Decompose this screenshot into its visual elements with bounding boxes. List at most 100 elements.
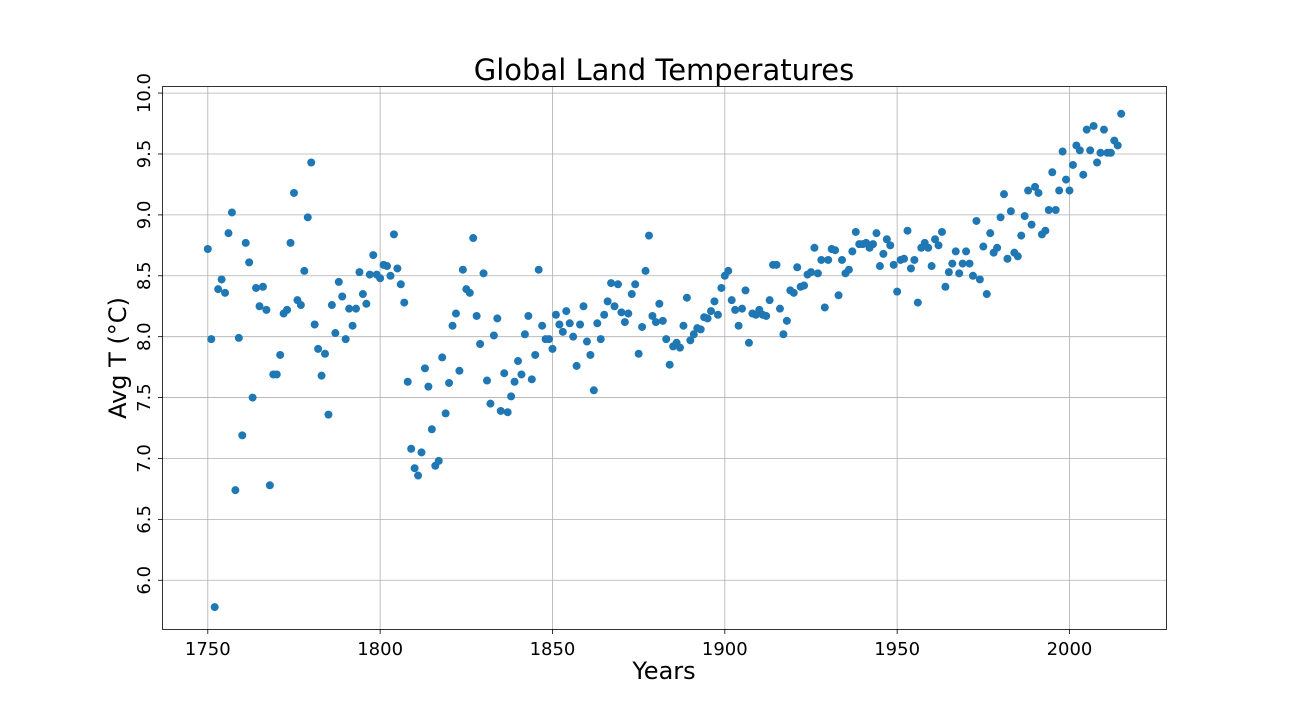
data-point: [924, 243, 933, 252]
data-point: [765, 296, 774, 305]
data-point: [772, 260, 781, 269]
data-point: [582, 337, 591, 346]
y-tick-label: 7.5: [134, 383, 155, 412]
data-point: [913, 298, 922, 307]
data-point: [548, 344, 557, 353]
data-point: [937, 227, 946, 236]
data-point: [362, 299, 371, 308]
data-point: [982, 290, 991, 299]
data-point: [1031, 182, 1040, 191]
data-point: [1099, 125, 1108, 134]
data-point: [224, 229, 233, 238]
data-point: [448, 321, 457, 330]
data-point: [517, 370, 526, 379]
data-point: [679, 321, 688, 330]
data-point: [900, 254, 909, 263]
data-point: [252, 283, 261, 292]
data-point: [741, 286, 750, 295]
data-point: [286, 238, 295, 247]
data-point: [500, 369, 509, 378]
data-point: [255, 302, 264, 311]
data-point: [417, 448, 426, 457]
data-point: [779, 330, 788, 339]
data-point: [376, 274, 385, 283]
data-point: [717, 283, 726, 292]
data-point: [420, 364, 429, 373]
data-point: [465, 288, 474, 297]
data-point: [782, 316, 791, 325]
data-point: [1024, 186, 1033, 195]
data-point: [1017, 231, 1026, 240]
data-point: [538, 321, 547, 330]
data-point: [520, 330, 529, 339]
data-point: [245, 258, 254, 267]
data-point: [203, 244, 212, 253]
data-point: [486, 399, 495, 408]
y-axis-title: Avg T (°C): [104, 297, 132, 419]
data-point: [1055, 186, 1064, 195]
data-point: [620, 318, 629, 327]
data-point: [314, 344, 323, 353]
data-point: [248, 393, 257, 402]
data-point: [427, 425, 436, 434]
data-point: [875, 262, 884, 271]
data-point: [948, 259, 957, 268]
data-point: [1093, 158, 1102, 167]
data-point: [303, 213, 312, 222]
chart-title: Global Land Temperatures: [474, 53, 854, 87]
data-point: [507, 392, 516, 401]
y-tick-label: 6.0: [134, 566, 155, 595]
data-point: [341, 335, 350, 344]
data-point: [534, 265, 543, 274]
data-point: [348, 321, 357, 330]
data-point: [389, 230, 398, 239]
data-point: [851, 227, 860, 236]
data-point: [834, 291, 843, 300]
data-point: [1065, 186, 1074, 195]
data-point: [655, 299, 664, 308]
data-point: [1058, 147, 1067, 156]
data-point: [514, 357, 523, 366]
data-point: [810, 243, 819, 252]
data-point: [403, 377, 412, 386]
data-point: [955, 269, 964, 278]
data-point: [1020, 212, 1029, 221]
data-point: [510, 377, 519, 386]
data-point: [962, 247, 971, 256]
data-point: [651, 318, 660, 327]
data-point: [665, 360, 674, 369]
data-point: [1044, 206, 1053, 215]
data-point: [600, 310, 609, 319]
data-point: [527, 375, 536, 384]
data-point: [545, 335, 554, 344]
data-point: [879, 249, 888, 258]
data-point: [283, 305, 292, 314]
data-point: [1089, 121, 1098, 130]
plot-frame: [162, 86, 1167, 630]
data-point: [441, 409, 450, 418]
data-point: [1041, 226, 1050, 235]
data-point: [1006, 207, 1015, 216]
data-point: [1096, 148, 1105, 157]
data-point: [352, 304, 361, 313]
y-tick-label: 9.5: [134, 140, 155, 169]
data-point: [638, 322, 647, 331]
data-point: [396, 280, 405, 289]
data-point: [882, 235, 891, 244]
data-point: [972, 216, 981, 225]
data-point: [455, 366, 464, 375]
data-point: [696, 325, 705, 334]
data-point: [968, 271, 977, 280]
data-point: [686, 336, 695, 345]
data-point: [975, 275, 984, 284]
x-tick-label: 1900: [702, 639, 748, 660]
data-point: [658, 316, 667, 325]
data-point: [496, 406, 505, 415]
data-point: [1082, 125, 1091, 134]
data-point: [258, 282, 267, 291]
data-point: [493, 314, 502, 323]
data-point: [576, 320, 585, 329]
data-point: [365, 270, 374, 279]
data-points: [203, 109, 1126, 612]
data-point: [1068, 160, 1077, 169]
